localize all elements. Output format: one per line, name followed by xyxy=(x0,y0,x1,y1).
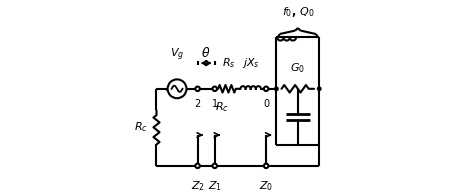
Circle shape xyxy=(264,164,268,168)
Circle shape xyxy=(212,87,217,91)
Text: $R_c$: $R_c$ xyxy=(134,120,148,134)
Circle shape xyxy=(195,87,200,91)
Text: $jX_s$: $jX_s$ xyxy=(242,56,260,70)
Text: $R_c$: $R_c$ xyxy=(215,101,228,114)
Circle shape xyxy=(195,164,200,168)
Text: 1: 1 xyxy=(212,99,218,109)
Text: $f_0$, $Q_0$: $f_0$, $Q_0$ xyxy=(282,5,314,19)
Text: $Z_1$: $Z_1$ xyxy=(208,180,222,193)
Text: $+$: $+$ xyxy=(180,83,190,94)
Circle shape xyxy=(168,79,186,98)
Circle shape xyxy=(212,164,217,168)
Text: 2: 2 xyxy=(194,99,201,109)
Text: $\theta$: $\theta$ xyxy=(201,46,211,60)
Text: $G_0$: $G_0$ xyxy=(290,61,305,75)
Text: $R_s$: $R_s$ xyxy=(222,56,235,70)
Text: $Z_2$: $Z_2$ xyxy=(191,180,205,193)
Text: $V_g$: $V_g$ xyxy=(170,47,184,63)
Text: $-$: $-$ xyxy=(164,84,174,94)
Circle shape xyxy=(264,87,268,91)
Text: $Z_0$: $Z_0$ xyxy=(259,180,273,193)
Circle shape xyxy=(318,87,321,91)
Text: 0: 0 xyxy=(263,99,269,109)
Circle shape xyxy=(274,87,278,91)
